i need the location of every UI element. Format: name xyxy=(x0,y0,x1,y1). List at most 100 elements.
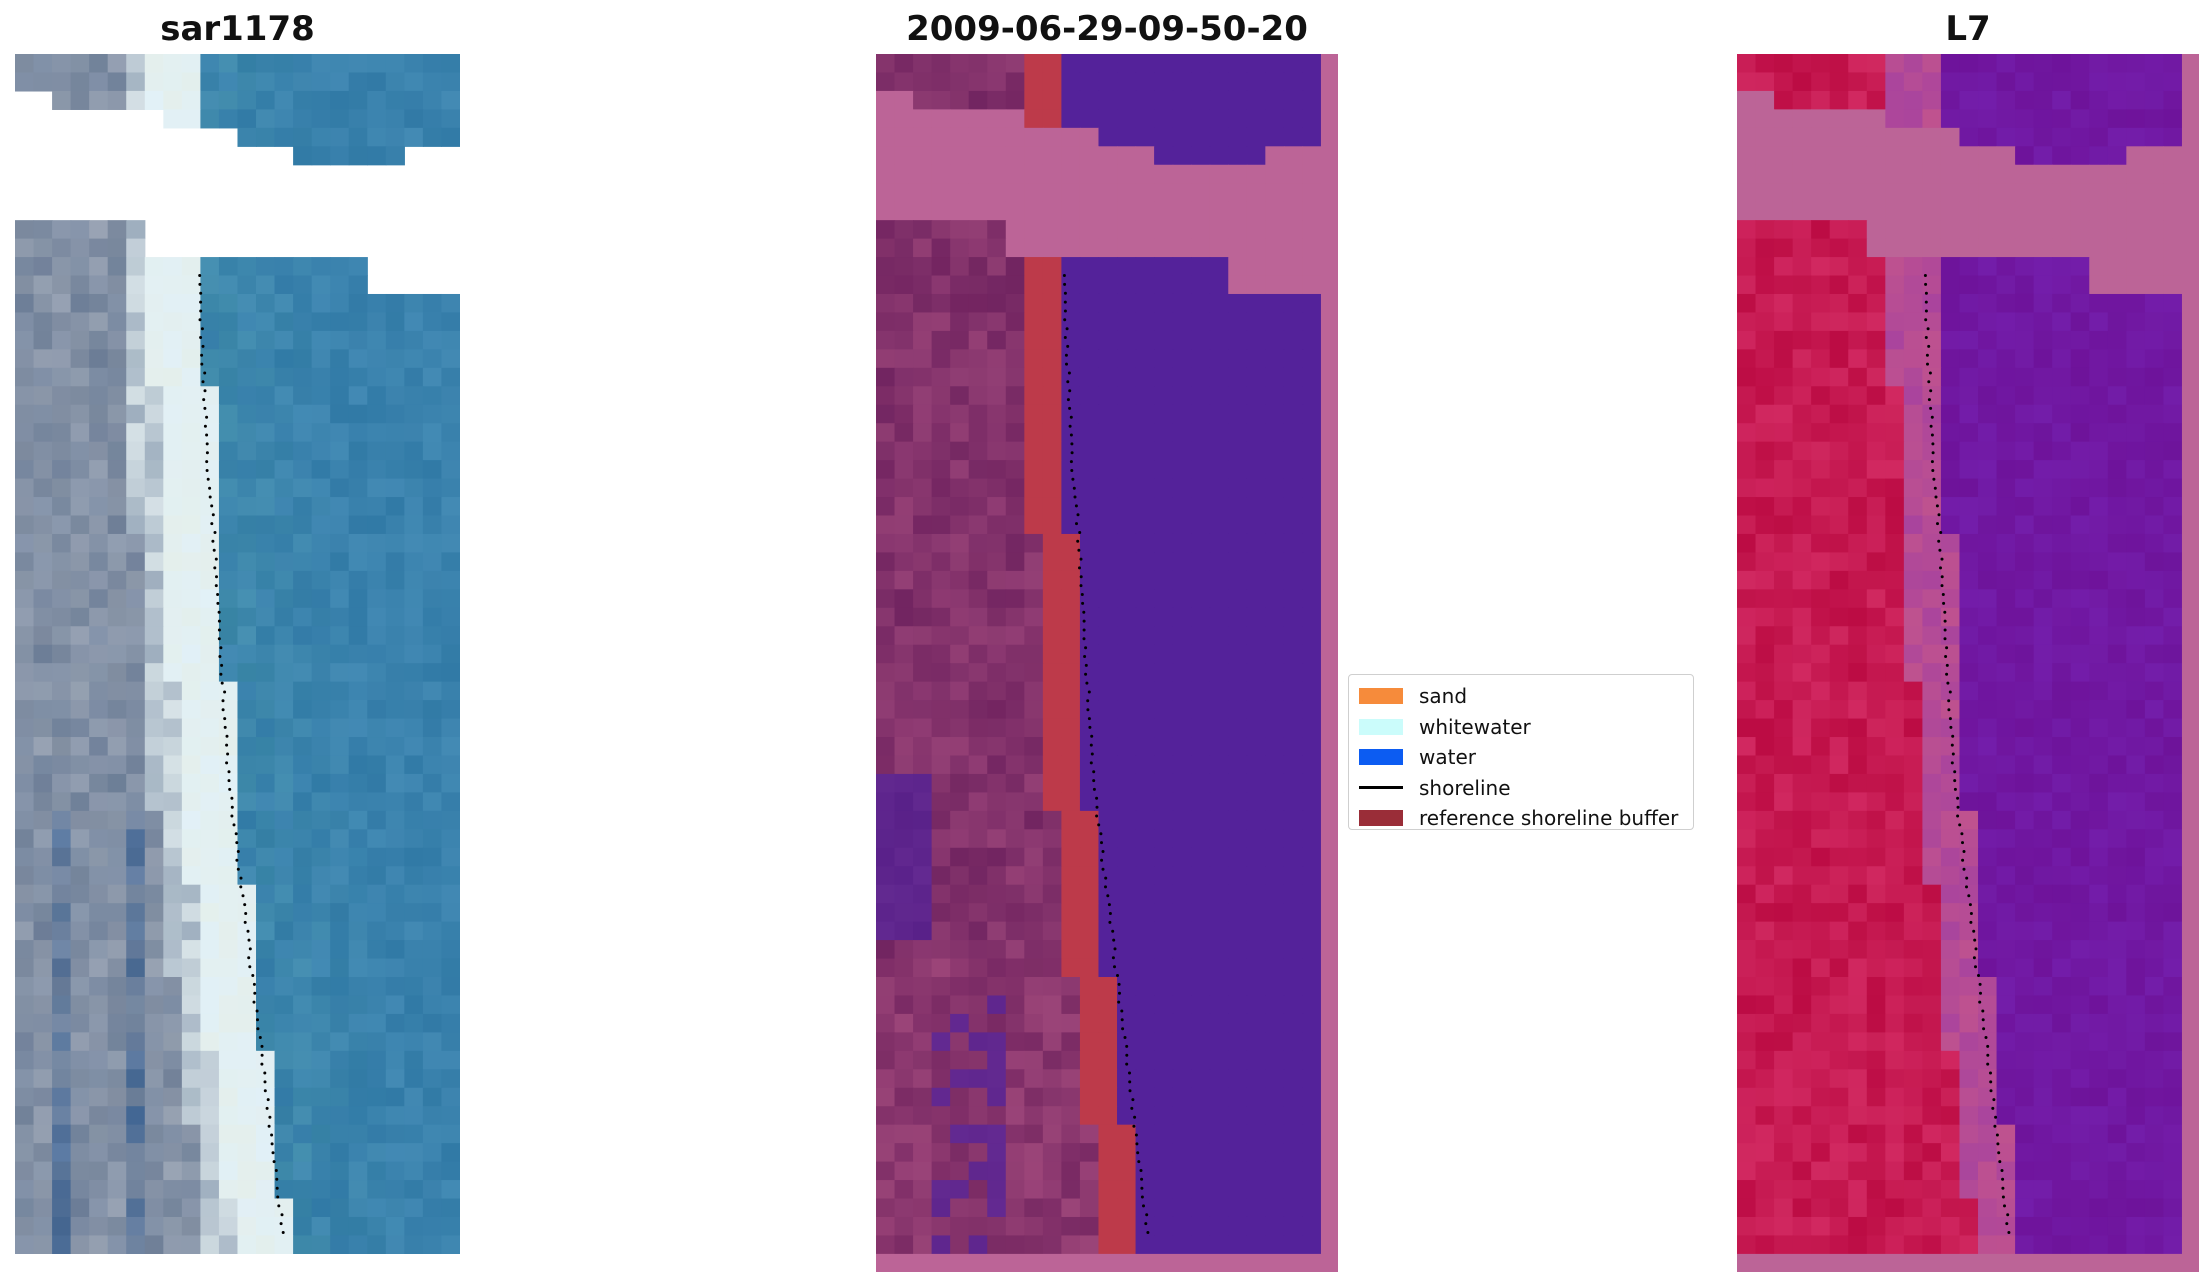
image-pixel xyxy=(1885,847,1905,867)
class-pixel xyxy=(987,1069,1007,1089)
class-pixel xyxy=(1302,589,1322,609)
image-pixel xyxy=(2070,589,2090,609)
image-pixel xyxy=(422,773,443,793)
class-pixel xyxy=(950,1143,970,1163)
class-pixel xyxy=(1042,737,1062,757)
class-pixel xyxy=(968,330,988,350)
image-pixel xyxy=(1774,1180,1794,1200)
image-pixel xyxy=(2052,1013,2072,1033)
image-pixel xyxy=(2107,109,2127,129)
image-pixel xyxy=(348,1161,368,1181)
class-pixel xyxy=(931,681,951,701)
image-pixel xyxy=(1737,921,1757,941)
image-pixel xyxy=(107,478,127,498)
class-pixel xyxy=(1024,884,1044,904)
class-pixel xyxy=(1135,1235,1155,1255)
image-pixel xyxy=(163,1180,183,1200)
shoreline-point xyxy=(263,1080,267,1084)
class-pixel xyxy=(1209,293,1229,314)
class-pixel xyxy=(950,1124,970,1144)
image-pixel xyxy=(274,1216,294,1237)
class-pixel xyxy=(1265,940,1285,960)
image-pixel xyxy=(274,1161,294,1181)
image-pixel xyxy=(256,884,276,904)
image-pixel xyxy=(2052,349,2072,369)
class-pixel xyxy=(1117,552,1137,572)
class-pixel xyxy=(1005,700,1025,720)
shoreline-point xyxy=(1108,920,1112,924)
image-pixel xyxy=(1996,958,2016,978)
image-pixel xyxy=(89,1235,109,1254)
shoreline-point xyxy=(1128,1071,1131,1075)
image-pixel xyxy=(1774,312,1794,332)
class-pixel xyxy=(1042,1235,1062,1255)
image-pixel xyxy=(89,1032,109,1052)
class-pixel xyxy=(1042,423,1062,443)
class-pixel xyxy=(1061,1198,1081,1218)
class-pixel xyxy=(1005,1235,1025,1255)
image-pixel xyxy=(181,533,201,554)
image-pixel xyxy=(33,626,53,646)
image-pixel xyxy=(200,866,220,886)
class-pixel xyxy=(894,90,914,110)
image-pixel xyxy=(2089,1161,2109,1181)
image-pixel xyxy=(293,515,313,535)
image-pixel xyxy=(2033,607,2053,627)
image-pixel xyxy=(1737,607,1757,627)
image-pixel xyxy=(1866,497,1886,517)
image-pixel xyxy=(126,1180,146,1200)
image-pixel xyxy=(2144,1124,2165,1144)
image-pixel xyxy=(441,1143,460,1163)
image-pixel xyxy=(1903,884,1923,904)
class-pixel xyxy=(1098,497,1118,517)
image-pixel xyxy=(1922,773,1942,793)
image-pixel xyxy=(163,1235,183,1254)
image-pixel xyxy=(1978,718,1998,738)
image-pixel xyxy=(33,1106,53,1126)
image-pixel xyxy=(1792,1161,1812,1181)
image-pixel xyxy=(1848,109,1868,129)
class-pixel xyxy=(1098,1235,1118,1255)
class-pixel xyxy=(1246,238,1266,258)
image-pixel xyxy=(2144,275,2165,295)
class-pixel xyxy=(1209,1124,1229,1144)
class-pixel xyxy=(1228,607,1248,627)
image-pixel xyxy=(181,700,201,720)
shoreline-point xyxy=(1968,903,1972,907)
image-pixel xyxy=(1755,589,1775,609)
image-pixel xyxy=(1885,589,1905,609)
class-pixel xyxy=(1117,681,1137,701)
shoreline-point xyxy=(1989,1080,1993,1084)
class-pixel xyxy=(876,1216,896,1237)
image-pixel xyxy=(1792,1198,1812,1218)
image-pixel xyxy=(181,570,201,590)
image-pixel xyxy=(1885,1198,1905,1218)
class-pixel xyxy=(1079,829,1100,849)
image-pixel xyxy=(237,72,257,92)
shoreline-point xyxy=(1125,1062,1129,1066)
image-pixel xyxy=(218,866,239,886)
class-pixel xyxy=(1228,275,1248,295)
class-pixel xyxy=(1005,330,1025,350)
class-pixel xyxy=(1135,792,1155,812)
image-pixel xyxy=(33,275,53,295)
class-pixel xyxy=(1283,570,1304,590)
image-pixel xyxy=(181,1124,201,1144)
class-pixel xyxy=(1209,441,1229,461)
shoreline-point xyxy=(1929,389,1933,393)
class-pixel xyxy=(1283,810,1304,830)
class-pixel xyxy=(1191,349,1211,369)
class-pixel xyxy=(876,127,896,147)
image-pixel xyxy=(274,1235,294,1254)
image-pixel xyxy=(348,1235,368,1254)
shoreline-point xyxy=(217,628,221,632)
class-pixel xyxy=(1265,1161,1285,1181)
class-pixel xyxy=(1228,312,1248,332)
image-pixel xyxy=(126,238,146,258)
image-pixel xyxy=(218,1106,239,1126)
class-pixel xyxy=(1061,54,1081,74)
image-pixel xyxy=(2089,460,2109,480)
class-pixel xyxy=(950,238,970,258)
class-pixel xyxy=(1246,773,1266,793)
image-pixel xyxy=(1940,423,1961,443)
